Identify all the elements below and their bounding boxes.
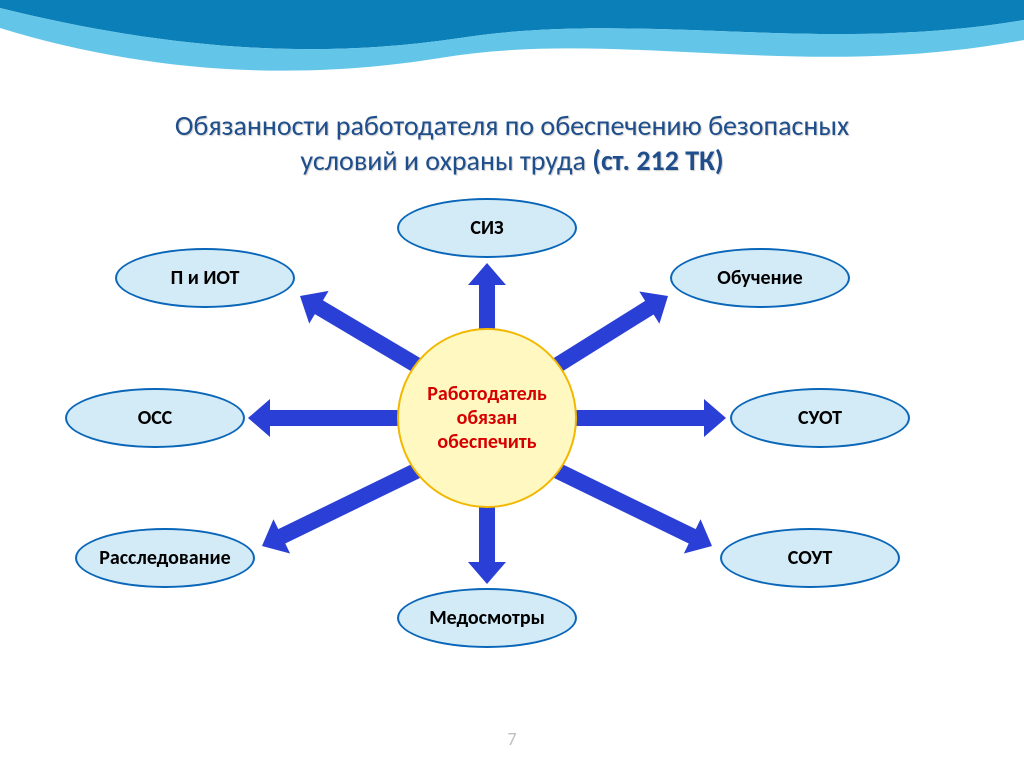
arrow-0 (468, 263, 506, 334)
node-medosmotry: Медосмотры (397, 588, 577, 648)
radial-diagram: Работодатель обязан обеспечить СИЗ Обучени… (0, 188, 1024, 708)
node-sout: СОУТ (720, 528, 900, 588)
node-obuchenie: Обучение (670, 248, 850, 308)
node-oss: ОСС (65, 388, 245, 448)
title-line-2-plain: условий и охраны труда (300, 143, 592, 178)
arrow-5 (254, 453, 427, 563)
node-rassledovanie: Расследование (75, 528, 255, 588)
center-node: Работодатель обязан обеспечить (397, 328, 577, 508)
arrow-3 (548, 453, 721, 563)
arrow-7 (290, 280, 427, 383)
node-siz: СИЗ (397, 198, 577, 258)
arrow-1 (546, 280, 678, 382)
arrow-6 (248, 399, 398, 437)
title-line-1: Обязанности работодателя по обеспечению … (175, 108, 849, 143)
arrow-4 (468, 504, 506, 584)
slide-title: Обязанности работодателя по обеспечению … (60, 108, 964, 178)
wave-top (0, 0, 1024, 49)
page-number: 7 (0, 728, 1024, 750)
node-p_i_iot: П и ИОТ (115, 248, 295, 308)
arrow-2 (576, 399, 726, 437)
decorative-wave (0, 0, 1024, 95)
title-line-2-bold: (ст. 212 ТК) (592, 143, 723, 178)
node-suot: СУОТ (730, 388, 910, 448)
wave-bottom (0, 8, 1024, 71)
